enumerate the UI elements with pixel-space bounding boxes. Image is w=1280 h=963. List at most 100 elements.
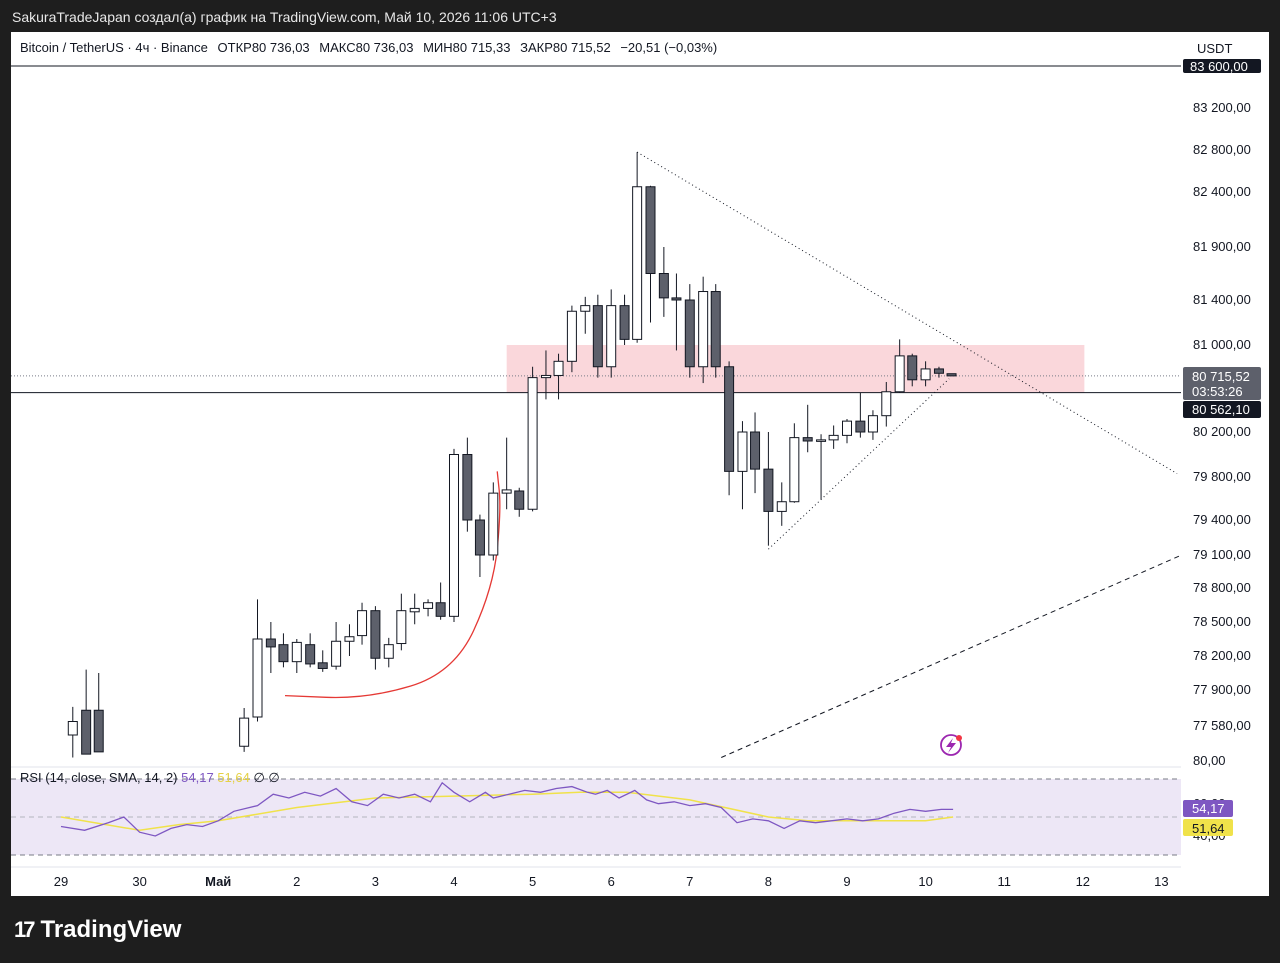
time-tick-label: Май	[205, 874, 231, 889]
price-tick-label: 79 800,00	[1193, 469, 1251, 484]
price-tick-label: 77 580,00	[1193, 718, 1251, 733]
time-tick-label: 29	[54, 874, 68, 889]
candle	[488, 482, 499, 561]
price-tick-label: 78 500,00	[1193, 614, 1251, 629]
rsi-line	[60, 781, 954, 837]
time-tick-label: 10	[918, 874, 932, 889]
candle-body	[580, 305, 591, 312]
candle-body	[619, 305, 630, 340]
top-cut-label: 83 600,00	[1190, 59, 1248, 74]
candle	[317, 650, 328, 672]
candle	[291, 639, 302, 673]
rsi-top-cut-label: 80,00	[1193, 753, 1226, 768]
candle	[894, 339, 905, 393]
candle-body	[894, 355, 905, 393]
candle-body	[423, 602, 434, 609]
current-price-badge	[1183, 367, 1261, 400]
candle	[81, 669, 92, 755]
candle	[514, 487, 525, 517]
candle	[698, 276, 709, 384]
candle	[855, 392, 866, 438]
candle-body	[409, 607, 420, 613]
candle	[580, 296, 591, 334]
candle-body	[750, 431, 761, 470]
symbol-name[interactable]: Bitcoin / TetherUS · 4ч · Binance	[20, 40, 208, 55]
candle-body	[645, 186, 656, 274]
candle	[592, 294, 603, 378]
candle	[828, 425, 839, 449]
candle-body	[776, 501, 787, 512]
price-pane	[11, 151, 1181, 758]
resistance-zone	[506, 345, 1085, 393]
price-tick-label: 79 400,00	[1193, 512, 1251, 527]
candle-body	[474, 519, 485, 556]
candle-body	[606, 305, 617, 368]
tradingview-mark-icon: 17	[14, 917, 36, 942]
price-tick-label: 80 200,00	[1193, 424, 1251, 439]
candle-body	[501, 489, 512, 494]
rsi-value-axis-label: 54,17	[1192, 801, 1225, 816]
candle	[278, 633, 289, 668]
candle-body	[553, 360, 564, 376]
high-value: МАКС80 736,03	[319, 40, 414, 55]
rsi-sma-value: 51,64	[217, 770, 250, 785]
level-badge	[1183, 401, 1261, 418]
candle-body	[383, 644, 394, 659]
candle-body	[305, 644, 316, 665]
price-tick-label: 82 400,00	[1193, 184, 1251, 199]
candle	[67, 706, 78, 758]
candle-body	[724, 366, 735, 472]
candle-body	[842, 420, 852, 436]
candle	[946, 373, 957, 377]
candle	[907, 353, 918, 387]
candle	[867, 410, 878, 440]
time-tick-label: 9	[843, 874, 850, 889]
candle	[527, 366, 538, 512]
countdown-label: 03:53:26	[1192, 384, 1243, 399]
price-tick-label: 82 800,00	[1193, 142, 1251, 157]
candle	[331, 622, 342, 670]
candle-body	[540, 374, 551, 379]
candle	[396, 593, 407, 651]
candle	[435, 582, 446, 620]
rsi-pane	[11, 778, 1181, 856]
candle-body	[737, 431, 748, 472]
rsi-label[interactable]: RSI (14, close, SMA, 14, 2)	[20, 770, 178, 785]
price-tick-label: 79 100,00	[1193, 547, 1251, 562]
rsi-legend: RSI (14, close, SMA, 14, 2) 54,17 51,64 …	[20, 770, 280, 786]
candle-body	[907, 355, 918, 381]
time-tick-label: 12	[1076, 874, 1090, 889]
candle	[449, 448, 459, 622]
price-axis-bg	[1181, 32, 1269, 896]
attribution-text: SakuraTradeJapan создал(а) график на Tra…	[12, 9, 557, 25]
candle	[710, 284, 721, 378]
candle	[816, 434, 827, 500]
candle-body	[816, 439, 827, 442]
candle-body	[710, 291, 721, 368]
time-tick-label: 7	[686, 874, 693, 889]
price-tick-label: 81 000,00	[1193, 337, 1251, 352]
candle	[776, 482, 787, 526]
candle	[920, 361, 931, 387]
chart-panel[interactable]	[11, 32, 1269, 896]
candle-body	[331, 640, 342, 667]
close-value: ЗАКР80 715,52	[520, 40, 611, 55]
candle	[802, 404, 813, 453]
candle	[658, 247, 669, 317]
trendline-2	[768, 378, 950, 550]
open-value: ОТКР80 736,03	[217, 40, 310, 55]
candle-body	[698, 291, 709, 368]
candle-body	[658, 273, 669, 299]
candle-body	[881, 391, 892, 417]
rsi-value: 54,17	[181, 770, 214, 785]
lightning-icon[interactable]	[940, 734, 962, 756]
candle-body	[632, 186, 643, 340]
time-tick-label: 2	[293, 874, 300, 889]
candle-body	[370, 610, 381, 659]
top-cut-badge	[1183, 59, 1261, 73]
time-tick-label: 6	[608, 874, 615, 889]
currency-label[interactable]: USDT	[1197, 41, 1233, 56]
curve-annotation	[284, 471, 501, 699]
candle-body	[344, 636, 355, 642]
